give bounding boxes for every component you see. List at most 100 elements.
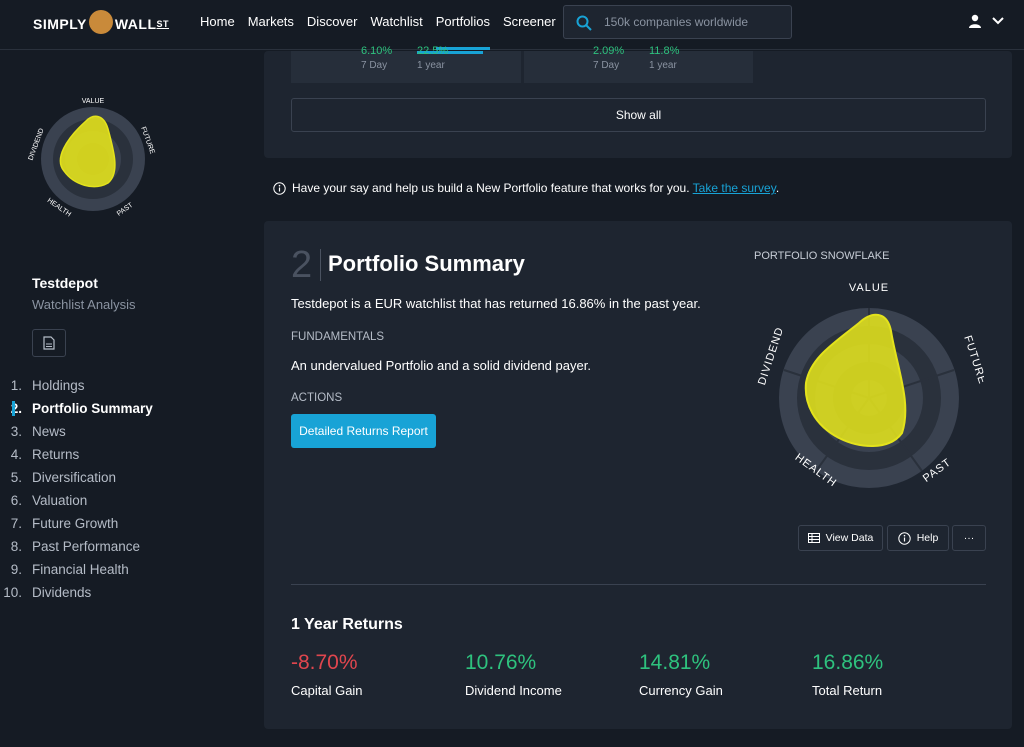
stat-label: Capital Gain xyxy=(291,683,363,698)
stat-label: Dividend Income xyxy=(465,683,562,698)
bull-logo-icon xyxy=(88,10,113,34)
sidebar-value-label: VALUE xyxy=(82,98,105,105)
survey-banner: Have your say and help us build a New Po… xyxy=(273,181,779,195)
sidebar-item-diversification[interactable]: 5. Diversification xyxy=(0,466,153,489)
sidebar-snowflake-chart: VALUE FUTURE PAST HEALTH DIVIDEND xyxy=(28,98,156,218)
nav-portfolios[interactable]: Portfolios xyxy=(435,0,491,50)
nav-markets[interactable]: Markets xyxy=(247,14,294,29)
search-input[interactable] xyxy=(604,13,784,31)
logo-right-text: WALL xyxy=(114,16,157,32)
help-button[interactable]: Help xyxy=(887,525,949,551)
user-icon xyxy=(969,14,981,28)
item-label: Past Performance xyxy=(32,539,141,554)
snowflake-title: PORTFOLIO SNOWFLAKE xyxy=(754,250,890,262)
info-icon xyxy=(273,181,286,195)
capital-gain-stat: -8.70% Capital Gain xyxy=(291,651,363,698)
logo[interactable]: SIMPLY WALL ST xyxy=(33,10,170,35)
sidebar-item-past-performance[interactable]: 8. Past Performance xyxy=(0,535,153,558)
nav-screener[interactable]: Screener xyxy=(502,14,556,29)
item-label: Returns xyxy=(32,447,80,462)
survey-suffix: . xyxy=(775,181,780,195)
sidebar-item-valuation[interactable]: 6. Valuation xyxy=(0,489,153,512)
holding-tile[interactable]: 6.10% 7 Day 22.5% 1 year xyxy=(291,45,521,83)
stat-value: 14.81% xyxy=(639,651,711,674)
view-data-label: View Data xyxy=(825,532,874,544)
table-icon xyxy=(807,533,820,543)
holdings-card: 6.10% 7 Day 22.5% 1 year 2.09% 7 Day 11.… xyxy=(264,45,1012,158)
info-icon xyxy=(897,531,911,545)
item-label: Diversification xyxy=(32,470,117,485)
stat-label: 7 Day xyxy=(361,60,388,71)
portfolio-summary-card: 2 Portfolio Summary Testdepot is a EUR w… xyxy=(264,221,1012,729)
stat-label: 7 Day xyxy=(593,60,620,71)
portfolio-snowflake-chart: VALUE FUTURE PAST HEALTH DIVIDEND xyxy=(756,282,984,490)
stat-value: -8.70% xyxy=(291,651,358,674)
document-icon xyxy=(43,336,55,350)
item-label: Financial Health xyxy=(32,562,129,577)
stat-value: 2.09% xyxy=(593,45,625,57)
fundamentals-heading: FUNDAMENTALS xyxy=(291,331,385,343)
item-label: Future Growth xyxy=(32,516,119,531)
top-navbar: SIMPLY WALL ST Home Markets Discover Wat… xyxy=(0,0,1024,50)
stat-label: Currency Gain xyxy=(639,683,723,698)
chevron-down-icon xyxy=(992,17,1004,25)
report-document-button[interactable] xyxy=(32,329,66,357)
stat-value: 11.8% xyxy=(649,45,680,57)
search-box[interactable] xyxy=(563,5,792,39)
stat-value: 6.10% xyxy=(361,45,393,57)
tile-highlight xyxy=(417,51,483,54)
stat-value: 16.86% xyxy=(812,651,884,674)
fundamentals-text: An undervalued Portfolio and a solid div… xyxy=(291,358,591,373)
item-number: 7. xyxy=(10,516,22,531)
sidebar-item-future-growth[interactable]: 7. Future Growth xyxy=(0,512,153,535)
currency-gain-stat: 14.81% Currency Gain xyxy=(639,651,723,698)
stat-label: 1 year xyxy=(649,60,677,71)
item-number: 4. xyxy=(10,447,22,462)
view-data-button[interactable]: View Data xyxy=(798,525,883,551)
more-options-button[interactable]: ··· xyxy=(952,525,986,551)
item-label: News xyxy=(32,424,66,439)
sidebar-item-holdings[interactable]: 1. Holdings xyxy=(0,374,153,397)
portfolio-name: Testdepot xyxy=(32,275,98,291)
item-number: 10. xyxy=(3,585,22,600)
item-number: 8. xyxy=(10,539,22,554)
search-icon xyxy=(576,15,592,31)
item-number: 1. xyxy=(10,378,22,393)
nav-discover[interactable]: Discover xyxy=(306,14,358,29)
returns-title: 1 Year Returns xyxy=(291,616,403,633)
item-number: 5. xyxy=(10,470,22,485)
logo-sup-text: ST xyxy=(156,19,170,29)
item-label: Dividends xyxy=(32,585,92,600)
detailed-returns-report-button[interactable]: Detailed Returns Report xyxy=(291,414,436,448)
item-label: Valuation xyxy=(32,493,88,508)
main-nav: Home Markets Discover Watchlist Portfoli… xyxy=(200,0,569,50)
survey-link[interactable]: Take the survey xyxy=(692,181,776,195)
nav-watchlist[interactable]: Watchlist xyxy=(370,14,423,29)
item-number: 6. xyxy=(10,493,22,508)
help-label: Help xyxy=(916,532,939,544)
sidebar-item-financial-health[interactable]: 9. Financial Health xyxy=(0,558,153,581)
stat-label: 1 year xyxy=(417,60,445,71)
portfolio-type: Watchlist Analysis xyxy=(32,297,136,312)
actions-heading: ACTIONS xyxy=(291,392,343,404)
stat-label: Total Return xyxy=(812,683,883,698)
sidebar-item-returns[interactable]: 4. Returns xyxy=(0,443,153,466)
future-label: FUTURE xyxy=(961,334,984,386)
sidebar-item-portfolio-summary[interactable]: 2. Portfolio Summary xyxy=(0,397,153,420)
stat-value: 10.76% xyxy=(465,651,537,674)
show-all-button[interactable]: Show all xyxy=(291,98,986,132)
sidebar-item-dividends[interactable]: 10. Dividends xyxy=(0,581,153,604)
sidebar-item-news[interactable]: 3. News xyxy=(0,420,153,443)
section-divider xyxy=(291,584,986,585)
item-label: Holdings xyxy=(32,378,85,393)
stat-value: 22.5% xyxy=(417,45,449,57)
summary-description: Testdepot is a EUR watchlist that has re… xyxy=(291,296,701,311)
title-divider xyxy=(320,249,321,281)
item-number: 3. xyxy=(10,424,22,439)
user-menu[interactable] xyxy=(968,14,1004,28)
holding-tile[interactable]: 2.09% 7 Day 11.8% 1 year xyxy=(524,45,753,83)
nav-home[interactable]: Home xyxy=(200,14,235,29)
dividend-income-stat: 10.76% Dividend Income xyxy=(465,651,562,698)
item-number: 2. xyxy=(10,401,22,416)
page-title: Portfolio Summary xyxy=(328,251,525,276)
